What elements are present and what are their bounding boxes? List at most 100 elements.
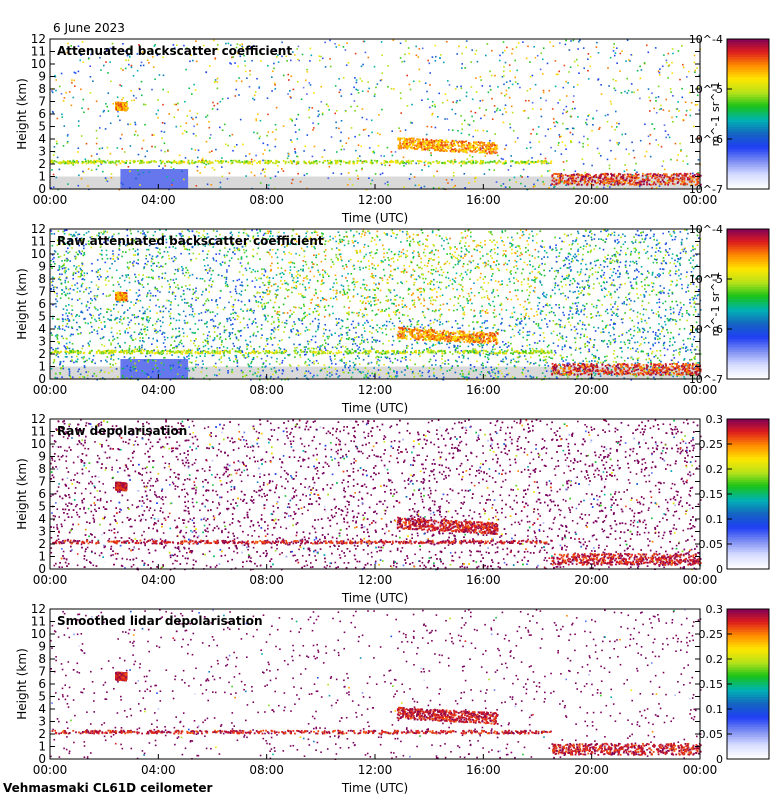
- y-tick-label: 2: [38, 347, 46, 361]
- y-tick-label: 6: [38, 487, 46, 501]
- y-tick-label: 4: [38, 702, 46, 716]
- x-tick-label: 08:00: [249, 763, 284, 777]
- colorbar-tick-label: 0.15: [699, 488, 724, 501]
- y-tick-label: 2: [38, 727, 46, 741]
- x-axis-label: Time (UTC): [341, 781, 408, 795]
- y-tick-label: 8: [38, 82, 46, 96]
- colorbar: 00.050.10.150.20.250.3: [699, 603, 770, 766]
- x-tick-label: 20:00: [574, 763, 609, 777]
- y-tick-label: 8: [38, 652, 46, 666]
- plot-area: [50, 419, 700, 569]
- x-tick-label: 00:00: [33, 763, 68, 777]
- y-tick-label: 9: [38, 70, 46, 84]
- x-tick-label: 08:00: [249, 383, 284, 397]
- y-tick-label: 5: [38, 120, 46, 134]
- colorbar-tick-label: 0.1: [706, 513, 724, 526]
- colorbar-tick-label: 0.2: [706, 653, 724, 666]
- x-tick-label: 00:00: [683, 763, 718, 777]
- y-tick-label: 7: [38, 95, 46, 109]
- x-tick-label: 20:00: [574, 193, 609, 207]
- colorbar-tick-label: 0: [716, 753, 723, 766]
- y-tick-label: 11: [31, 235, 46, 249]
- y-axis-label: Height (km): [15, 268, 29, 339]
- x-axis-label: Time (UTC): [341, 211, 408, 225]
- x-tick-label: 16:00: [466, 763, 501, 777]
- plot-area: [50, 609, 700, 759]
- y-tick-label: 1: [38, 740, 46, 754]
- colorbar-tick-label: 10^-4: [689, 223, 723, 236]
- y-tick-label: 11: [31, 425, 46, 439]
- x-tick-label: 04:00: [141, 383, 176, 397]
- panel-4: Smoothed lidar depolarisation01234567891…: [15, 602, 769, 795]
- colorbar-unit: m^-1 sr^-1: [709, 272, 722, 337]
- colorbar-tick-label: 0.25: [699, 628, 724, 641]
- x-axis-label: Time (UTC): [341, 591, 408, 605]
- y-tick-label: 12: [31, 602, 46, 616]
- colorbar-tick-label: 0.25: [699, 438, 724, 451]
- y-tick-label: 10: [31, 627, 46, 641]
- y-tick-label: 4: [38, 132, 46, 146]
- y-axis-label: Height (km): [15, 78, 29, 149]
- y-tick-label: 3: [38, 525, 46, 539]
- x-tick-label: 00:00: [33, 573, 68, 587]
- x-tick-label: 12:00: [358, 573, 393, 587]
- y-tick-label: 7: [38, 285, 46, 299]
- x-tick-label: 16:00: [466, 383, 501, 397]
- panel-title: Raw depolarisation: [57, 424, 187, 438]
- y-tick-label: 10: [31, 247, 46, 261]
- footer-label: Vehmasmaki CL61D ceilometer: [3, 781, 212, 795]
- panel-title: Raw attenuated backscatter coefficient: [57, 234, 324, 248]
- colorbar-tick-label: 0.05: [699, 538, 724, 551]
- y-tick-label: 2: [38, 537, 46, 551]
- colorbar-tick-label: 0.1: [706, 703, 724, 716]
- colorbar-tick-label: 0: [716, 563, 723, 576]
- x-tick-label: 08:00: [249, 573, 284, 587]
- x-tick-label: 12:00: [358, 383, 393, 397]
- y-tick-label: 6: [38, 297, 46, 311]
- colorbar-tick-label: 10^-7: [689, 373, 723, 386]
- y-tick-label: 8: [38, 462, 46, 476]
- x-tick-label: 20:00: [574, 573, 609, 587]
- y-tick-label: 7: [38, 475, 46, 489]
- x-tick-label: 04:00: [141, 573, 176, 587]
- colorbar-tick-label: 0.2: [706, 463, 724, 476]
- y-tick-label: 10: [31, 57, 46, 71]
- y-tick-label: 10: [31, 437, 46, 451]
- x-tick-label: 12:00: [358, 193, 393, 207]
- y-tick-label: 1: [38, 170, 46, 184]
- y-tick-label: 3: [38, 145, 46, 159]
- colorbar-unit: m^-1 sr^-1: [709, 82, 722, 147]
- x-tick-label: 20:00: [574, 383, 609, 397]
- x-tick-label: 04:00: [141, 193, 176, 207]
- colorbar-tick-label: 10^-4: [689, 33, 723, 46]
- y-tick-label: 6: [38, 107, 46, 121]
- x-tick-label: 00:00: [33, 383, 68, 397]
- y-axis-label: Height (km): [15, 648, 29, 719]
- colorbar-tick-label: 0.3: [706, 413, 724, 426]
- y-tick-label: 4: [38, 512, 46, 526]
- x-tick-label: 16:00: [466, 193, 501, 207]
- y-tick-label: 7: [38, 665, 46, 679]
- y-tick-label: 11: [31, 615, 46, 629]
- y-tick-label: 9: [38, 450, 46, 464]
- x-tick-label: 12:00: [358, 763, 393, 777]
- x-tick-label: 16:00: [466, 573, 501, 587]
- panel-1: Attenuated backscatter coefficient012345…: [15, 32, 769, 225]
- y-tick-label: 8: [38, 272, 46, 286]
- colorbar: 10^-710^-610^-510^-4m^-1 sr^-1: [689, 223, 769, 386]
- y-tick-label: 5: [38, 500, 46, 514]
- y-tick-label: 1: [38, 360, 46, 374]
- y-tick-label: 9: [38, 640, 46, 654]
- x-tick-label: 08:00: [249, 193, 284, 207]
- y-tick-label: 12: [31, 412, 46, 426]
- y-axis-label: Height (km): [15, 458, 29, 529]
- y-tick-label: 1: [38, 550, 46, 564]
- y-tick-label: 12: [31, 32, 46, 46]
- panel-title: Attenuated backscatter coefficient: [57, 44, 292, 58]
- colorbar-tick-label: 0.3: [706, 603, 724, 616]
- colorbar: 0 0.05 0.1 0.15 0.2 0.25 0.3: [699, 413, 770, 576]
- y-tick-label: 5: [38, 310, 46, 324]
- y-tick-label: 5: [38, 690, 46, 704]
- x-tick-label: 00:00: [33, 193, 68, 207]
